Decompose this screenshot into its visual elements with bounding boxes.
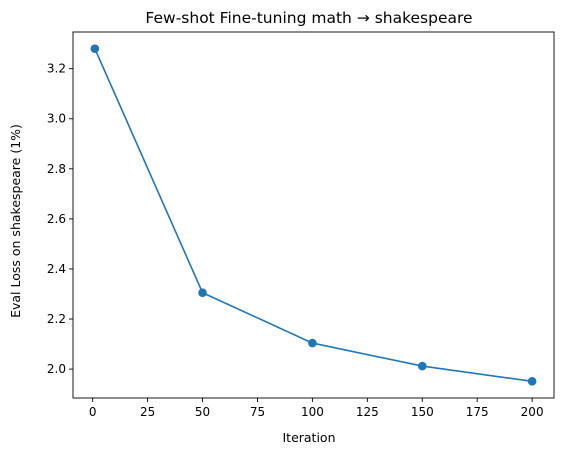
- x-tick-label: 50: [195, 405, 210, 419]
- chart-title: Few-shot Fine-tuning math → shakespeare: [145, 9, 472, 27]
- x-tick-label: 150: [411, 405, 434, 419]
- y-tick-label: 3.0: [47, 112, 66, 126]
- plot-frame: [72, 31, 555, 399]
- data-point: [527, 377, 537, 386]
- x-axis-label: Iteration: [282, 430, 335, 445]
- y-tick-label: 3.2: [47, 62, 66, 76]
- x-tick-label: 125: [356, 405, 379, 419]
- x-tick-label: 75: [250, 405, 265, 419]
- y-tick-label: 2.2: [47, 312, 66, 326]
- plot-area: 0 25 50 75 100 125 150 175 200 2.0 2.2 2.4 2.6 2.8 3.0…: [47, 31, 555, 419]
- x-tick-label: 25: [140, 405, 155, 419]
- y-tick-label: 2.8: [47, 162, 66, 176]
- data-point: [417, 361, 427, 371]
- x-tick-label: 0: [89, 405, 97, 419]
- data-point: [90, 44, 100, 53]
- data-point: [308, 338, 317, 348]
- y-tick-label: 2.0: [47, 362, 66, 376]
- y-axis-label: Eval Loss on shakespeare (1%): [8, 124, 23, 318]
- y-tick-label: 2.6: [47, 212, 66, 226]
- x-tick-label: 175: [466, 405, 489, 419]
- data-point: [198, 288, 207, 298]
- x-tick-label: 200: [521, 405, 544, 419]
- y-tick-label: 2.4: [47, 262, 66, 276]
- x-tick-label: 100: [301, 405, 324, 419]
- series-line: [94, 48, 533, 383]
